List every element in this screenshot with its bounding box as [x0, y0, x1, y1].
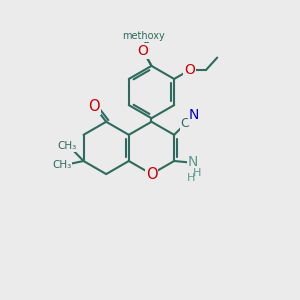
Text: N: N	[189, 108, 199, 122]
Text: C: C	[181, 117, 189, 130]
Text: O: O	[88, 99, 100, 114]
Text: O: O	[138, 44, 149, 57]
Text: O: O	[184, 63, 195, 77]
Text: H: H	[187, 173, 195, 183]
Text: CH₃: CH₃	[58, 141, 77, 151]
Text: N: N	[188, 155, 198, 170]
Text: O: O	[138, 44, 148, 58]
Text: H: H	[193, 168, 201, 178]
Text: O: O	[146, 167, 157, 182]
Text: methoxy: methoxy	[122, 31, 165, 41]
Text: CH₃: CH₃	[52, 160, 72, 170]
